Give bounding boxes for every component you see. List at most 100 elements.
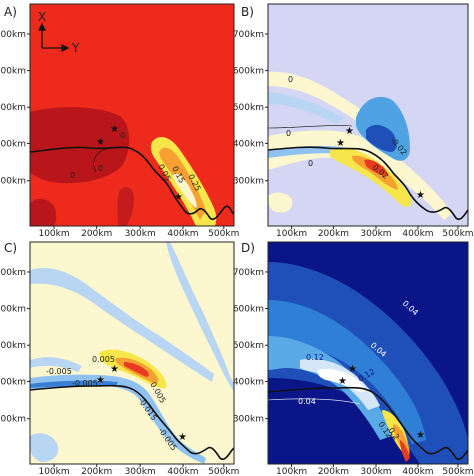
panel-b-y-tick-label-4: 400km	[233, 139, 264, 149]
panel-d-blue-inner	[268, 336, 392, 440]
panel-a-dark-region	[30, 107, 130, 184]
panel-a: A) X Y ★ ★ ★ 0 0 0 0.05 0.15 0.25	[4, 3, 235, 227]
panel-c-y-tick-label-1: 700km	[0, 268, 26, 278]
panel-c-coastline	[30, 384, 234, 461]
panel-a-label: A)	[4, 5, 17, 19]
panel-b-x-tick-label-1: 100km	[276, 229, 307, 239]
panel-a-y-tick-label-4: 400km	[0, 139, 26, 149]
panel-c-contour-label-1: 0.005	[92, 355, 115, 364]
panel-a-frame	[29, 3, 235, 227]
panel-d-frame	[267, 241, 469, 465]
panel-a-coastline	[30, 146, 234, 221]
panel-a-y-tick-label-3: 500km	[0, 103, 26, 113]
panel-b-star-1: ★	[345, 126, 354, 137]
panel-d-y-tick-label-5: 300km	[233, 415, 264, 425]
panel-b-red-core	[364, 159, 387, 176]
panel-a-dark-small-region	[117, 187, 134, 226]
panel-a-contour-zero	[93, 147, 111, 173]
panel-d-x-tick-label-3: 300km	[360, 467, 391, 476]
panel-c-x-tick-label-3: 300km	[125, 467, 156, 476]
panel-a-y-tick-label-1: 700km	[0, 30, 26, 40]
panel-c-x-tick-label-4: 400km	[167, 467, 198, 476]
panel-d-contour-label-5: 0.04	[298, 397, 316, 406]
panel-a-axis-indicator-y: Y	[71, 41, 80, 55]
panel-d-x-tick-label-1: 100km	[276, 467, 307, 476]
panel-d-y-tick-label-1: 700km	[233, 268, 264, 278]
panel-a-y-tick-label-2: 600km	[0, 67, 26, 77]
panel-c-lower-blue-spot	[30, 433, 59, 462]
panel-a-contour-label-3: 0	[70, 171, 75, 180]
panel-c: C) ★ ★ ★ 0.005 -0.005 -0.005 0.005 -0.01…	[4, 241, 235, 465]
panel-b-frame	[267, 3, 469, 227]
panel-b: B) ★ ★ ★ 0 0 0 -0.02 0.02	[241, 3, 469, 227]
panel-d-stars: ★ ★ ★	[338, 364, 425, 441]
panel-b-lower-pale-spot	[268, 192, 293, 213]
panel-a-dark-lower-region	[30, 198, 57, 226]
panel-c-y-tick-label-4: 400km	[0, 377, 26, 387]
panel-a-contour-label-1: 0	[120, 131, 125, 140]
panel-d-star-2: ★	[338, 376, 347, 387]
panel-d-y-tick-label-4: 400km	[233, 377, 264, 387]
panel-c-y-tick-label-5: 300km	[0, 415, 26, 425]
panel-c-blue-left-band	[30, 357, 82, 372]
panel-c-x-tick-label-1: 100km	[38, 467, 69, 476]
panel-a-contour-label-2: 0	[98, 164, 103, 173]
panel-d-x-tick-label-2: 200km	[318, 467, 349, 476]
panel-a-star-2: ★	[96, 137, 105, 148]
panel-c-x-tick-label-2: 200km	[81, 467, 112, 476]
panel-b-yellow-band	[330, 148, 412, 207]
panel-d-star-3: ★	[416, 430, 425, 441]
axes-layer: 100km 200km 300km 400km 500km 700km 600km 500km…	[0, 30, 474, 476]
panel-d-contour-04	[268, 398, 361, 405]
panel-c-contour-label-3: -0.005	[72, 379, 98, 388]
panel-a-x-tick-label-2: 200km	[81, 229, 112, 239]
panel-c-star-1: ★	[110, 364, 119, 375]
panel-b-star-3: ★	[416, 190, 425, 201]
panel-d: D) ★ ★ ★ 0.04 0.04 0.12 0.12 0.04 0.2 0.…	[241, 241, 469, 465]
panel-c-blue-right-band	[166, 242, 234, 392]
panel-c-contour-label-2: -0.005	[46, 367, 72, 376]
panel-a-x-tick-label-5: 500km	[208, 229, 239, 239]
panel-b-contour-label-3: 0	[308, 159, 313, 168]
panel-b-x-tick-label-2: 200km	[318, 229, 349, 239]
panel-b-darkblue-core	[366, 124, 397, 152]
panel-c-y-tick-label-2: 600km	[0, 305, 26, 315]
panel-b-stars: ★ ★ ★	[336, 126, 425, 201]
panel-d-label: D)	[241, 241, 255, 255]
panel-a-axis-indicator-x: X	[38, 10, 46, 24]
panel-c-x-tick-label-5: 500km	[208, 467, 239, 476]
panel-c-frame	[29, 241, 235, 465]
panel-d-y-tick-label-2: 600km	[233, 305, 264, 315]
panel-b-y-tick-label-1: 700km	[233, 30, 264, 40]
panel-d-x-tick-label-4: 400km	[402, 467, 433, 476]
panel-c-red-core	[124, 362, 149, 377]
panel-d-contour-label-3: 0.12	[306, 353, 324, 362]
panel-b-y-tick-label-2: 600km	[233, 67, 264, 77]
panel-a-star-3: ★	[174, 192, 183, 203]
panel-d-x-tick-label-5: 500km	[442, 467, 473, 476]
panel-b-contour-label-1: 0	[288, 75, 293, 84]
panel-a-x-tick-label-4: 400km	[167, 229, 198, 239]
panel-b-label: B)	[241, 5, 254, 19]
panel-b-contour-zero	[268, 125, 353, 129]
panel-c-star-3: ★	[178, 432, 187, 443]
panel-d-red-core	[400, 440, 410, 462]
panel-a-y-tick-label-5: 300km	[0, 177, 26, 187]
panel-b-y-tick-label-3: 500km	[233, 103, 264, 113]
panel-c-y-tick-label-3: 500km	[0, 341, 26, 351]
panel-b-star-2: ★	[336, 138, 345, 149]
panel-d-y-tick-label-3: 500km	[233, 341, 264, 351]
panel-c-blue-upper-band	[30, 268, 214, 382]
panel-b-y-tick-label-5: 300km	[233, 177, 264, 187]
panel-a-x-tick-label-1: 100km	[38, 229, 69, 239]
panel-b-x-tick-label-3: 300km	[360, 229, 391, 239]
panel-a-x-tick-label-3: 300km	[125, 229, 156, 239]
panel-c-label: C)	[4, 241, 17, 255]
panel-a-stars: ★ ★ ★	[96, 124, 183, 203]
panel-d-blue-mid	[268, 300, 426, 444]
panel-b-x-tick-label-5: 500km	[442, 229, 473, 239]
panel-a-axes-indicator	[38, 22, 70, 52]
panel-d-coastline	[268, 386, 468, 461]
panel-a-light-band	[173, 173, 197, 208]
